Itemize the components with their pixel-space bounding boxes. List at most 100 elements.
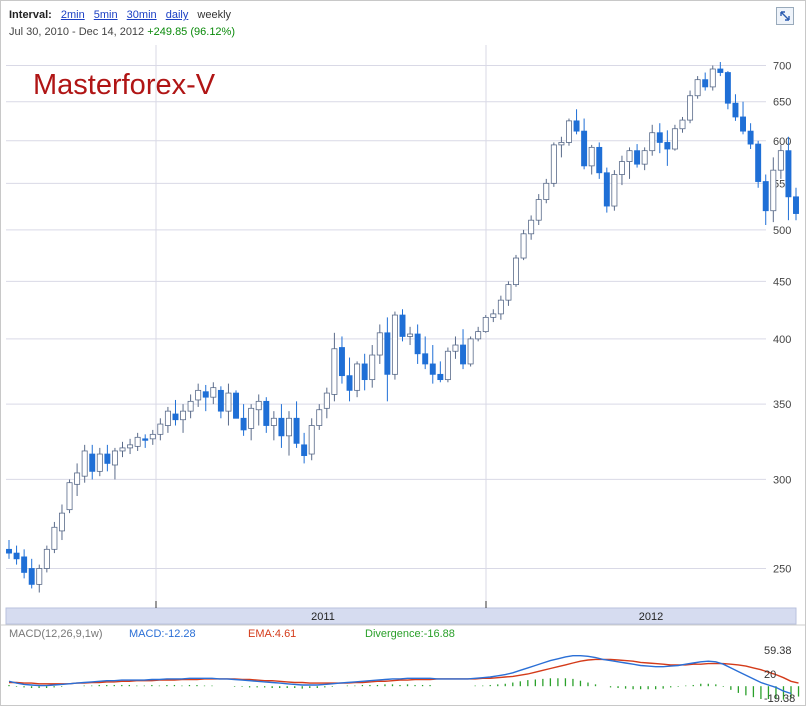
candle-body [263, 400, 270, 426]
candle-body [429, 363, 436, 375]
candle-body [588, 146, 595, 167]
candle-body [127, 444, 134, 449]
candle-body [740, 116, 747, 132]
candle-body [391, 314, 398, 375]
candle-body [664, 142, 671, 150]
expand-icon [780, 11, 790, 21]
timeline-label-2011: 2011 [311, 611, 335, 623]
candle-body [618, 161, 625, 175]
candle-body [535, 199, 542, 221]
candle-body [74, 472, 81, 485]
candle-body [225, 392, 232, 412]
macd-value-label: MACD:-12.28 [129, 628, 196, 640]
candle-body [709, 68, 716, 88]
candle-body [550, 144, 557, 184]
candle-body [51, 526, 58, 550]
interval-current: weekly [197, 9, 232, 21]
candle-body [497, 299, 504, 315]
macd-axis-label: -19.38 [764, 693, 795, 705]
candle-body [755, 143, 762, 182]
candle-body [195, 389, 202, 401]
candle-body [6, 548, 12, 554]
candle-body [482, 316, 489, 333]
candle-body [81, 450, 88, 477]
candle-body [164, 410, 171, 426]
price-change: +249.85 (96.12%) [147, 26, 235, 38]
candle-body [187, 400, 194, 412]
candle-body [611, 174, 618, 207]
candle-body [694, 79, 701, 97]
candle-body [444, 350, 451, 381]
divergence-value-label: Divergence:-16.88 [365, 628, 455, 640]
candle-body [361, 363, 368, 381]
candle-body [649, 132, 656, 152]
candle-body [149, 433, 156, 440]
candle-body [770, 169, 777, 212]
candle-body [626, 150, 633, 162]
candle-body [528, 219, 535, 235]
interval-daily-link[interactable]: daily [165, 9, 189, 21]
candle-body [596, 146, 603, 174]
candle-body [490, 313, 497, 318]
candle-body [573, 120, 580, 132]
candle-body [180, 410, 187, 421]
candle-body [566, 120, 572, 143]
candle-body [467, 338, 474, 365]
candle-body [460, 344, 467, 365]
candle-body [634, 150, 641, 165]
candle-body [732, 102, 739, 118]
date-range: Jul 30, 2010 - Dec 14, 2012 +249.85 (96.… [9, 26, 235, 38]
candle-body [724, 72, 731, 104]
candle-body [278, 417, 285, 437]
candle-body [134, 436, 141, 447]
candle-body [248, 407, 255, 429]
expand-button[interactable] [776, 7, 794, 25]
candle-body [452, 344, 459, 352]
candle-body [58, 512, 65, 532]
candle-body [96, 453, 103, 472]
candle-body [407, 333, 414, 337]
candle-body [475, 331, 482, 340]
macd-params-label: MACD(12,26,9,1w) [9, 628, 103, 640]
timeline-label-2012: 2012 [639, 611, 663, 623]
candle-body [36, 568, 43, 585]
candle-body [13, 552, 20, 560]
candle-body [369, 354, 376, 381]
candle-body [671, 128, 678, 150]
candle-body [89, 453, 96, 472]
timeline-strip [5, 607, 797, 625]
candle-body [717, 68, 724, 73]
candle-body [316, 409, 323, 426]
candle-body [157, 423, 164, 435]
candle-body [210, 387, 217, 398]
candle-body [414, 333, 421, 355]
candle-body [422, 353, 429, 365]
interval-2min-link[interactable]: 2min [60, 9, 85, 21]
price-axis-label: 600 [773, 136, 791, 148]
candle-body [656, 132, 663, 143]
candle-body [21, 556, 28, 573]
candle-body [603, 172, 610, 207]
interval-label: Interval: [9, 9, 52, 21]
candle-body [747, 130, 754, 145]
candle-body [354, 363, 361, 391]
interval-30min-link[interactable]: 30min [126, 9, 157, 21]
date-to: Dec 14, 2012 [78, 26, 145, 38]
price-axis-label: 350 [773, 399, 791, 411]
candle-body [505, 284, 512, 301]
candle-body [66, 482, 73, 511]
candle-body [513, 257, 519, 286]
candle-body [255, 400, 262, 411]
price-axis-label: 450 [773, 276, 791, 288]
candle-body [331, 348, 338, 395]
candle-body [785, 150, 792, 198]
interval-5min-link[interactable]: 5min [93, 9, 118, 21]
interval-bar: Interval: 2min 5min 30min daily weekly [9, 9, 231, 21]
candle-body [376, 332, 383, 356]
candle-body [233, 392, 239, 419]
candle-body [270, 417, 277, 426]
candle-body [240, 417, 247, 431]
candle-body [543, 182, 550, 200]
